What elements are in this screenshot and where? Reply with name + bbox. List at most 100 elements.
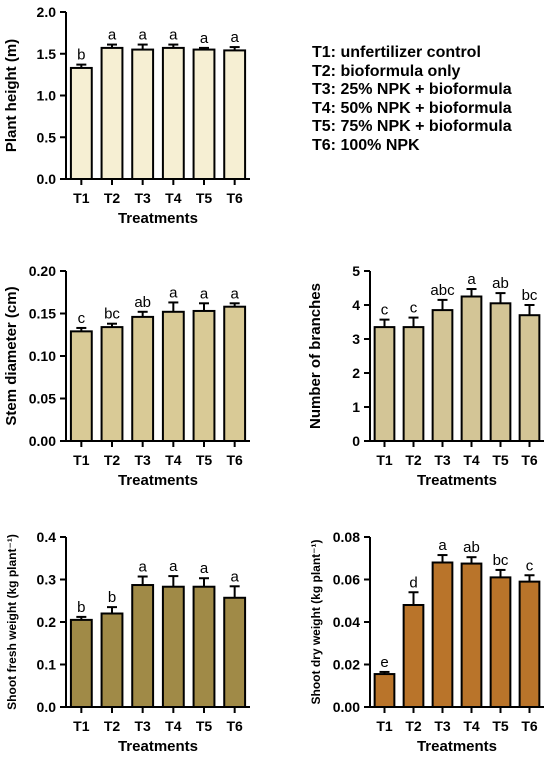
treatment-legend: T1: unfertilizer control T2: bioformula …	[312, 44, 512, 156]
chart-stem-diameter-significance-letter: c	[78, 310, 86, 327]
chart-plant-height-y-tick-label: 1.5	[37, 46, 57, 62]
chart-stem-diameter-bar-t1	[69, 330, 93, 443]
chart-shoot-fresh-weight-x-tick-label: T2	[104, 718, 121, 734]
chart-stem-diameter-y-tick-label: 0.20	[29, 263, 56, 279]
chart-stem-diameter-x-axis-title: Treatments	[118, 472, 198, 489]
chart-plant-height-significance-letter: a	[108, 27, 117, 44]
chart-number-of-branches-x-tick-label: T6	[521, 452, 538, 468]
chart-stem-diameter-x-tick-label: T5	[196, 452, 213, 468]
chart-shoot-dry-weight-y-tick-label: 0.08	[333, 529, 360, 545]
chart-shoot-dry-weight-bar-t1	[373, 673, 396, 708]
chart-plant-height-bar-t3	[131, 48, 155, 181]
chart-plant-height-bar-t6	[223, 49, 247, 180]
chart-stem-diameter: 0.00 0.05 0.10 0.15 0.20 c T1 bc T2 ab T3 a T4 a T5 a T6…	[3, 263, 250, 489]
chart-shoot-dry-weight-y-tick-label: 0.04	[333, 614, 360, 630]
chart-shoot-fresh-weight-bar-t3	[131, 584, 155, 709]
chart-stem-diameter-significance-letter: a	[230, 285, 239, 302]
chart-shoot-fresh-weight-y-tick-label: 0.3	[37, 572, 57, 588]
chart-number-of-branches-significance-letter: ab	[492, 275, 509, 292]
chart-shoot-fresh-weight-x-axis-title: Treatments	[118, 738, 198, 755]
chart-stem-diameter-significance-letter: a	[169, 284, 178, 301]
chart-stem-diameter-significance-letter: bc	[104, 306, 120, 323]
chart-shoot-dry-weight-bar-t4	[460, 562, 483, 708]
chart-shoot-dry-weight-significance-letter: ab	[463, 539, 480, 556]
chart-plant-height-significance-letter: a	[200, 30, 209, 47]
legend-item-t1: T1: unfertilizer control	[312, 44, 481, 61]
chart-stem-diameter-y-tick-label: 0.00	[29, 433, 56, 449]
chart-shoot-fresh-weight-significance-letter: b	[77, 599, 85, 616]
chart-plant-height-y-axis-title: Plant height (m)	[3, 39, 20, 152]
chart-plant-height: 0.0 0.5 1.0 1.5 2.0 b T1 a T2 a T3 a T4 a T5 a T6 Treatme…	[3, 4, 250, 227]
chart-shoot-dry-weight-y-axis-title: Shoot dry weight (kg plant⁻¹)	[309, 540, 323, 705]
chart-shoot-fresh-weight-significance-letter: a	[169, 558, 178, 575]
chart-number-of-branches: 0 1 2 3 4 5 c T1 c T2 abc T3 a T4 ab T5 bc T6 Treatments Nu…	[307, 263, 544, 489]
chart-shoot-dry-weight-x-tick-label: T6	[521, 718, 538, 734]
chart-shoot-dry-weight-y-tick-label: 0.06	[333, 572, 360, 588]
chart-number-of-branches-bar-t5	[489, 302, 512, 442]
chart-stem-diameter-x-tick-label: T3	[134, 452, 151, 468]
chart-number-of-branches-y-tick-label: 4	[352, 297, 360, 313]
chart-plant-height-x-tick-label: T4	[165, 190, 182, 206]
chart-shoot-dry-weight-significance-letter: c	[526, 557, 534, 574]
chart-number-of-branches-significance-letter: abc	[430, 282, 455, 299]
chart-shoot-dry-weight-x-tick-label: T2	[405, 718, 422, 734]
chart-number-of-branches-significance-letter: bc	[522, 287, 538, 304]
chart-plant-height-bar-t4	[161, 46, 185, 180]
chart-shoot-fresh-weight-bar-t4	[161, 585, 185, 708]
chart-shoot-dry-weight-significance-letter: e	[380, 654, 388, 671]
chart-shoot-fresh-weight-x-tick-label: T4	[165, 718, 182, 734]
chart-number-of-branches-bar-t6	[518, 314, 541, 443]
chart-stem-diameter-y-tick-label: 0.10	[29, 348, 56, 364]
chart-stem-diameter-bar-t2	[100, 326, 124, 443]
chart-stem-diameter-y-tick-label: 0.05	[29, 391, 56, 407]
chart-number-of-branches-y-tick-label: 3	[352, 331, 360, 347]
chart-shoot-fresh-weight-y-tick-label: 0.1	[37, 657, 57, 673]
chart-stem-diameter-x-tick-label: T2	[104, 452, 121, 468]
chart-plant-height-x-tick-label: T2	[104, 190, 121, 206]
chart-shoot-fresh-weight-bar-t6	[223, 596, 247, 709]
chart-shoot-fresh-weight-bar-t1	[69, 618, 93, 708]
chart-number-of-branches-y-tick-label: 1	[352, 399, 360, 415]
chart-number-of-branches-y-axis-title: Number of branches	[307, 283, 324, 429]
chart-number-of-branches-y-tick-label: 2	[352, 365, 360, 381]
chart-plant-height-x-tick-label: T5	[196, 190, 213, 206]
chart-stem-diameter-x-tick-label: T4	[165, 452, 182, 468]
chart-plant-height-x-axis-title: Treatments	[118, 210, 198, 227]
chart-number-of-branches-bar-t1	[373, 326, 396, 443]
chart-shoot-dry-weight-bar-t6	[518, 580, 541, 708]
chart-stem-diameter-significance-letter: ab	[134, 294, 151, 311]
chart-plant-height-significance-letter: a	[138, 27, 147, 44]
chart-shoot-dry-weight-significance-letter: bc	[493, 552, 509, 569]
chart-plant-height-x-tick-label: T3	[134, 190, 151, 206]
chart-number-of-branches-x-tick-label: T3	[434, 452, 451, 468]
chart-shoot-dry-weight-y-tick-label: 0.02	[333, 657, 360, 673]
chart-shoot-fresh-weight-bar-t2	[100, 612, 124, 708]
chart-plant-height-y-tick-label: 0.5	[37, 129, 57, 145]
chart-stem-diameter-bar-t6	[223, 305, 247, 443]
chart-plant-height-bar-t5	[192, 48, 216, 181]
chart-stem-diameter-bar-t4	[161, 310, 185, 442]
legend-item-t2: T2: bioformula only	[312, 62, 461, 80]
chart-stem-diameter-y-axis-title: Stem diameter (cm)	[3, 286, 20, 425]
chart-shoot-fresh-weight-bar-t5	[192, 585, 216, 708]
chart-number-of-branches-x-tick-label: T5	[492, 452, 509, 468]
chart-stem-diameter-bar-t5	[192, 309, 216, 443]
chart-shoot-dry-weight-significance-letter: d	[409, 574, 417, 591]
chart-shoot-dry-weight-x-tick-label: T3	[434, 718, 451, 734]
chart-shoot-dry-weight-y-tick-label: 0.00	[333, 699, 360, 715]
legend-item-t3: T3: 25% NPK + bioformula	[312, 81, 512, 99]
chart-number-of-branches-bar-t4	[460, 295, 483, 442]
chart-plant-height-significance-letter: b	[77, 47, 85, 64]
chart-plant-height-x-tick-label: T1	[73, 190, 90, 206]
chart-number-of-branches-significance-letter: a	[467, 271, 476, 288]
chart-number-of-branches-x-tick-label: T2	[405, 452, 422, 468]
chart-shoot-fresh-weight-y-axis-title: Shoot fresh weight (kg plant⁻¹)	[5, 534, 19, 710]
chart-number-of-branches-x-tick-label: T4	[463, 452, 480, 468]
chart-plant-height-significance-letter: a	[169, 27, 178, 44]
chart-shoot-fresh-weight-y-tick-label: 0.4	[37, 529, 57, 545]
chart-number-of-branches-x-axis-title: Treatments	[417, 472, 497, 489]
chart-shoot-dry-weight-x-tick-label: T5	[492, 718, 509, 734]
chart-number-of-branches-y-tick-label: 5	[352, 263, 360, 279]
chart-shoot-fresh-weight-significance-letter: a	[200, 560, 209, 577]
